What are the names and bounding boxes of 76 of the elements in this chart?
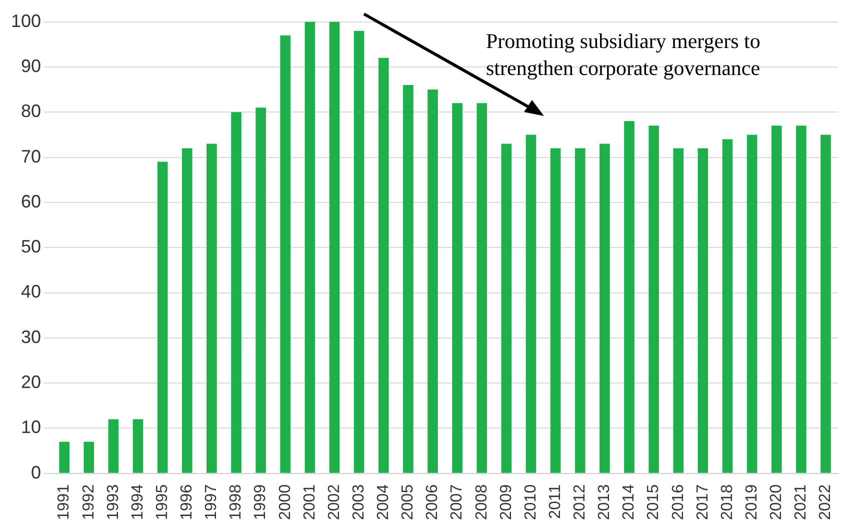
bar (280, 35, 291, 473)
x-tick-label: 2011 (546, 484, 564, 519)
bar (796, 126, 806, 473)
bar (378, 58, 389, 473)
x-tick-label: 2019 (743, 484, 760, 520)
bar (574, 148, 586, 473)
x-tick-label: 2005 (400, 484, 417, 520)
x-tick-label: 1992 (80, 484, 98, 520)
bar (526, 134, 536, 473)
y-tick-label: 10 (21, 417, 42, 438)
x-tick-label: 1996 (178, 484, 196, 520)
bar (698, 148, 708, 473)
bar (624, 121, 634, 473)
bar (59, 442, 70, 473)
bar (231, 112, 242, 473)
x-tick-label: 2007 (448, 484, 466, 520)
x-tick-label: 1998 (228, 484, 245, 520)
x-tick-label: 2014 (620, 484, 638, 520)
x-tick-label: 2001 (301, 484, 318, 520)
bar (84, 442, 94, 473)
x-tick-label: 1991 (56, 484, 73, 520)
y-tick-label: 40 (21, 282, 42, 302)
bar (182, 148, 192, 473)
x-tick-label: 2022 (817, 484, 834, 520)
bar (452, 103, 462, 473)
x-tick-label: 2015 (645, 484, 662, 520)
bar (329, 22, 340, 473)
bar (157, 162, 168, 473)
bar (550, 148, 561, 473)
x-tick-label: 1999 (252, 484, 270, 520)
x-tick-label: 2016 (670, 484, 687, 520)
x-tick-label: 2002 (326, 484, 343, 520)
bar (476, 103, 488, 473)
bar (820, 134, 831, 473)
y-tick-label: 20 (21, 372, 42, 392)
x-tick-label: 2020 (768, 484, 786, 520)
bar (771, 126, 782, 473)
bar (673, 148, 684, 473)
x-tick-label: 2021 (792, 484, 810, 520)
y-tick-label: 70 (21, 146, 42, 166)
bar (746, 134, 758, 473)
bar (132, 419, 144, 473)
y-tick-label: 30 (21, 326, 42, 347)
bar (304, 22, 316, 473)
x-tick-label: 2013 (596, 484, 614, 520)
bar (600, 144, 610, 473)
bar (648, 126, 659, 473)
x-tick-label: 2010 (522, 484, 540, 520)
annotation: Promoting subsidiary mergers to strengthen corporate governance (486, 28, 762, 82)
x-tick-label: 2004 (375, 484, 392, 520)
y-tick-label: 50 (21, 236, 42, 257)
y-tick-label: 80 (21, 101, 42, 122)
bar (403, 85, 414, 473)
x-tick-label: 1997 (203, 484, 220, 520)
x-tick-label: 2012 (572, 484, 589, 520)
x-tick-label: 1995 (154, 484, 171, 520)
bar (108, 419, 119, 473)
x-tick-label: 1993 (104, 484, 122, 520)
bar (256, 108, 266, 473)
x-tick-label: 1994 (129, 484, 146, 520)
bar (428, 90, 438, 473)
x-tick-label: 2018 (718, 484, 736, 520)
bar (354, 30, 364, 473)
x-tick-label: 2000 (276, 484, 294, 520)
y-tick-label: 0 (31, 462, 42, 482)
y-tick-label: 90 (21, 56, 42, 76)
x-tick-label: 2017 (694, 484, 712, 520)
bar (722, 139, 733, 473)
y-tick-label: 100 (10, 10, 42, 31)
bar (501, 144, 512, 473)
x-tick-label: 2006 (424, 484, 442, 520)
x-tick-label: 2008 (473, 484, 490, 520)
x-tick-label: 2009 (498, 484, 515, 520)
y-tick-label: 60 (21, 191, 42, 212)
x-tick-label: 2003 (350, 484, 368, 520)
bar (206, 144, 217, 473)
